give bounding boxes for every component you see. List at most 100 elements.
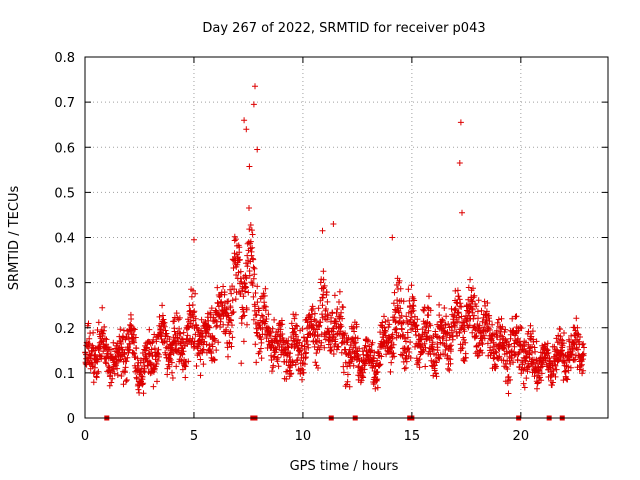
- data-point: [469, 329, 476, 336]
- data-point: [283, 376, 290, 382]
- data-point: [261, 303, 268, 310]
- data-point: [529, 328, 536, 335]
- data-point: [245, 289, 252, 296]
- data-point: [180, 339, 187, 346]
- data-point: [404, 334, 411, 341]
- data-point: [299, 376, 305, 383]
- x-tick-label: 0: [81, 429, 89, 444]
- data-point: [461, 328, 468, 335]
- data-point: [493, 349, 500, 356]
- data-point: [494, 319, 501, 326]
- data-point: [336, 288, 343, 295]
- data-point: [524, 368, 531, 375]
- data-point: [227, 328, 234, 335]
- data-point: [114, 372, 121, 378]
- data-point: [369, 339, 376, 346]
- data-point: [447, 348, 454, 355]
- data-point: [99, 304, 106, 311]
- data-point: [549, 382, 555, 389]
- data-point: [124, 354, 131, 361]
- data-point: [180, 348, 187, 355]
- data-point: [217, 315, 224, 322]
- data-point: [250, 264, 257, 271]
- data-point: [390, 300, 397, 307]
- data-point: [456, 296, 463, 303]
- data-point: [95, 368, 102, 375]
- data-point: [229, 322, 235, 329]
- data-point: [510, 359, 517, 366]
- data-point: [443, 337, 450, 344]
- data-point: [557, 348, 564, 355]
- data-point: [169, 369, 175, 376]
- data-point-peak: [243, 126, 250, 133]
- data-point: [367, 348, 374, 355]
- data-point: [221, 289, 228, 296]
- data-point: [506, 342, 513, 349]
- data-point: [389, 335, 396, 342]
- data-point: [433, 359, 440, 366]
- data-point-peak: [250, 101, 257, 108]
- data-point: [354, 351, 361, 358]
- data-point: [102, 359, 109, 366]
- data-point: [353, 323, 360, 330]
- data-point: [495, 356, 502, 362]
- data-point: [211, 356, 218, 363]
- data-point: [396, 277, 403, 284]
- data-point: [492, 348, 499, 355]
- data-point: [230, 265, 237, 271]
- data-point: [228, 290, 235, 297]
- data-point: [544, 346, 551, 353]
- data-point: [421, 307, 427, 314]
- data-point: [208, 305, 215, 312]
- y-tick-label: 0.2: [54, 322, 75, 337]
- data-point: [391, 289, 398, 296]
- data-point: [289, 358, 296, 365]
- data-point: [581, 344, 587, 351]
- data-point: [284, 340, 291, 347]
- data-point: [205, 330, 212, 337]
- data-point: [432, 358, 439, 365]
- data-point: [154, 350, 161, 357]
- data-point: [215, 339, 222, 346]
- data-point: [292, 311, 299, 318]
- data-point: [223, 306, 230, 313]
- data-point: [197, 372, 204, 379]
- data-point: [122, 369, 128, 376]
- data-point: [433, 373, 440, 380]
- data-point: [291, 315, 298, 322]
- data-point: [344, 363, 351, 370]
- data-point: [164, 371, 171, 378]
- data-point: [200, 346, 207, 353]
- data-point: [386, 321, 393, 328]
- data-point: [451, 324, 458, 330]
- data-point: [338, 349, 345, 356]
- data-point: [580, 340, 587, 347]
- data-point: [185, 358, 192, 365]
- data-point: [405, 286, 412, 293]
- data-point-peak: [191, 236, 197, 243]
- data-point: [403, 313, 410, 320]
- data-point: [441, 305, 448, 311]
- data-point: [213, 347, 220, 354]
- data-point: [462, 339, 469, 346]
- data-point: [487, 352, 494, 359]
- data-point: [465, 284, 472, 291]
- data-point: [576, 366, 583, 373]
- data-point: [249, 282, 256, 289]
- data-point: [173, 342, 180, 348]
- data-point: [146, 326, 153, 333]
- data-point: [120, 327, 127, 334]
- data-point: [416, 332, 423, 339]
- tick-labels: 0 0.1 0.2 0.3 0.4 0.5 0.6 0.7 0.8 0 5 10 15 20: [54, 51, 529, 444]
- data-point: [330, 351, 337, 357]
- data-point: [90, 379, 97, 386]
- data-point: [483, 320, 490, 327]
- data-point: [392, 326, 399, 333]
- data-point: [114, 365, 121, 372]
- data-point: [374, 369, 381, 375]
- data-point: [85, 320, 92, 327]
- data-point: [167, 356, 174, 363]
- data-point: [521, 384, 528, 391]
- data-points: [82, 83, 587, 421]
- data-point: [273, 346, 280, 353]
